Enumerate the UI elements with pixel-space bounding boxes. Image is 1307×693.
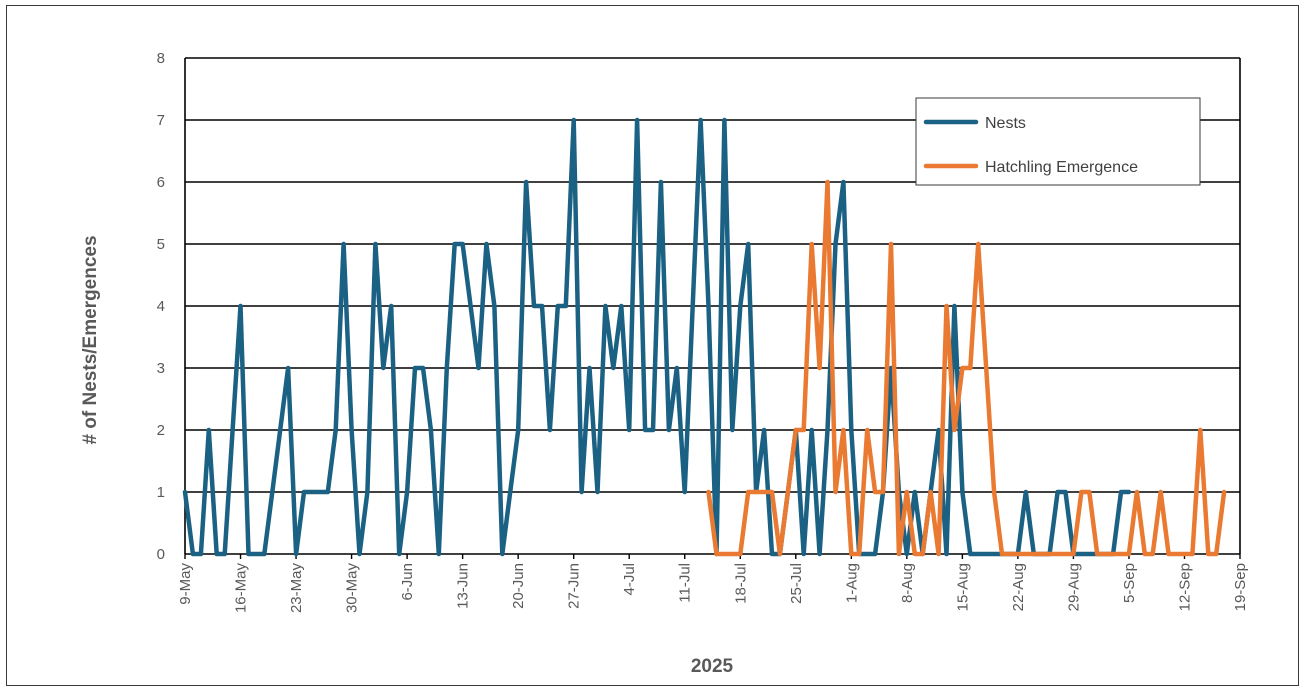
x-tick-label: 30-May <box>344 563 361 614</box>
y-tick-label: 3 <box>157 360 165 377</box>
y-tick-label: 0 <box>157 546 165 563</box>
x-tick-label: 22-Aug <box>1010 563 1027 611</box>
legend-label-nests: Nests <box>985 115 1026 132</box>
x-axis-title: 2025 <box>691 656 734 677</box>
y-tick-label: 4 <box>157 298 165 315</box>
y-axis-title: # of Nests/Emergences <box>80 235 101 444</box>
y-tick-label: 6 <box>157 174 165 191</box>
y-tick-label: 5 <box>157 236 165 253</box>
x-tick-label: 13-Jun <box>455 563 472 609</box>
x-tick-label: 16-May <box>233 563 250 614</box>
x-tick-label: 25-Jul <box>788 563 805 604</box>
x-tick-label: 9-May <box>177 563 194 605</box>
y-tick-label: 2 <box>157 422 165 439</box>
x-tick-label: 1-Aug <box>843 563 860 603</box>
x-tick-label: 12-Sep <box>1176 563 1193 611</box>
x-tick-label: 6-Jun <box>399 563 416 601</box>
x-tick-label: 29-Aug <box>1065 563 1082 611</box>
x-tick-label: 20-Jun <box>510 563 527 609</box>
x-tick-labels: 9-May 16-May 23-May 30-May 6-Jun 13-Jun 20-Jun… <box>177 563 1249 614</box>
legend-box <box>915 97 1201 186</box>
x-tick-label: 8-Aug <box>899 563 916 603</box>
legend-label-hatchling-emergence: Hatchling Emergence <box>985 159 1138 176</box>
x-tick-label: 5-Sep <box>1121 563 1138 603</box>
x-tick-label: 4-Jul <box>621 563 638 596</box>
y-tick-label: 1 <box>157 484 165 501</box>
x-tick-label: 19-Sep <box>1232 563 1249 611</box>
series-line-nests <box>182 117 1132 557</box>
x-tick-label: 15-Aug <box>954 563 971 611</box>
y-tick-labels: 0 1 2 3 4 5 6 7 8 <box>157 50 165 563</box>
x-tick-label: 18-Jul <box>732 563 749 604</box>
legend: Nests Hatchling Emergence <box>915 97 1201 186</box>
series-lines <box>182 117 1227 557</box>
y-tick-label: 7 <box>157 112 165 129</box>
x-tick-label: 23-May <box>288 563 305 614</box>
x-tick-label: 11-Jul <box>677 563 694 603</box>
series-line-hatchling-emergence <box>706 179 1227 557</box>
x-tick-label: 27-Jun <box>566 563 583 609</box>
y-tick-label: 8 <box>157 50 165 67</box>
